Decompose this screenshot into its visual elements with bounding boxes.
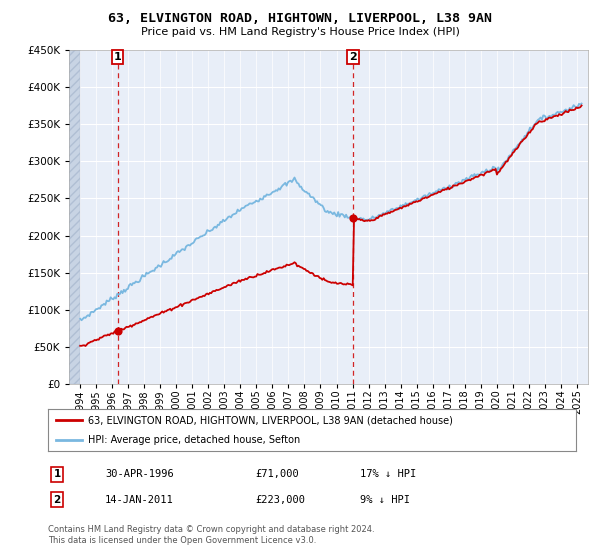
Text: 2: 2 <box>349 52 357 62</box>
Text: 1: 1 <box>113 52 121 62</box>
Bar <box>69 50 80 384</box>
Text: 63, ELVINGTON ROAD, HIGHTOWN, LIVERPOOL, L38 9AN (detached house): 63, ELVINGTON ROAD, HIGHTOWN, LIVERPOOL,… <box>88 415 452 425</box>
Text: Price paid vs. HM Land Registry's House Price Index (HPI): Price paid vs. HM Land Registry's House … <box>140 27 460 37</box>
Text: 63, ELVINGTON ROAD, HIGHTOWN, LIVERPOOL, L38 9AN: 63, ELVINGTON ROAD, HIGHTOWN, LIVERPOOL,… <box>108 12 492 25</box>
Text: 2: 2 <box>53 494 61 505</box>
Point <box>113 326 122 335</box>
Text: 17% ↓ HPI: 17% ↓ HPI <box>360 469 416 479</box>
Text: 1: 1 <box>53 469 61 479</box>
Text: £223,000: £223,000 <box>255 494 305 505</box>
Text: 14-JAN-2011: 14-JAN-2011 <box>105 494 174 505</box>
Text: 9% ↓ HPI: 9% ↓ HPI <box>360 494 410 505</box>
Text: HPI: Average price, detached house, Sefton: HPI: Average price, detached house, Seft… <box>88 435 300 445</box>
Text: 30-APR-1996: 30-APR-1996 <box>105 469 174 479</box>
Text: Contains HM Land Registry data © Crown copyright and database right 2024.
This d: Contains HM Land Registry data © Crown c… <box>48 525 374 545</box>
Text: £71,000: £71,000 <box>255 469 299 479</box>
Point <box>349 214 358 223</box>
